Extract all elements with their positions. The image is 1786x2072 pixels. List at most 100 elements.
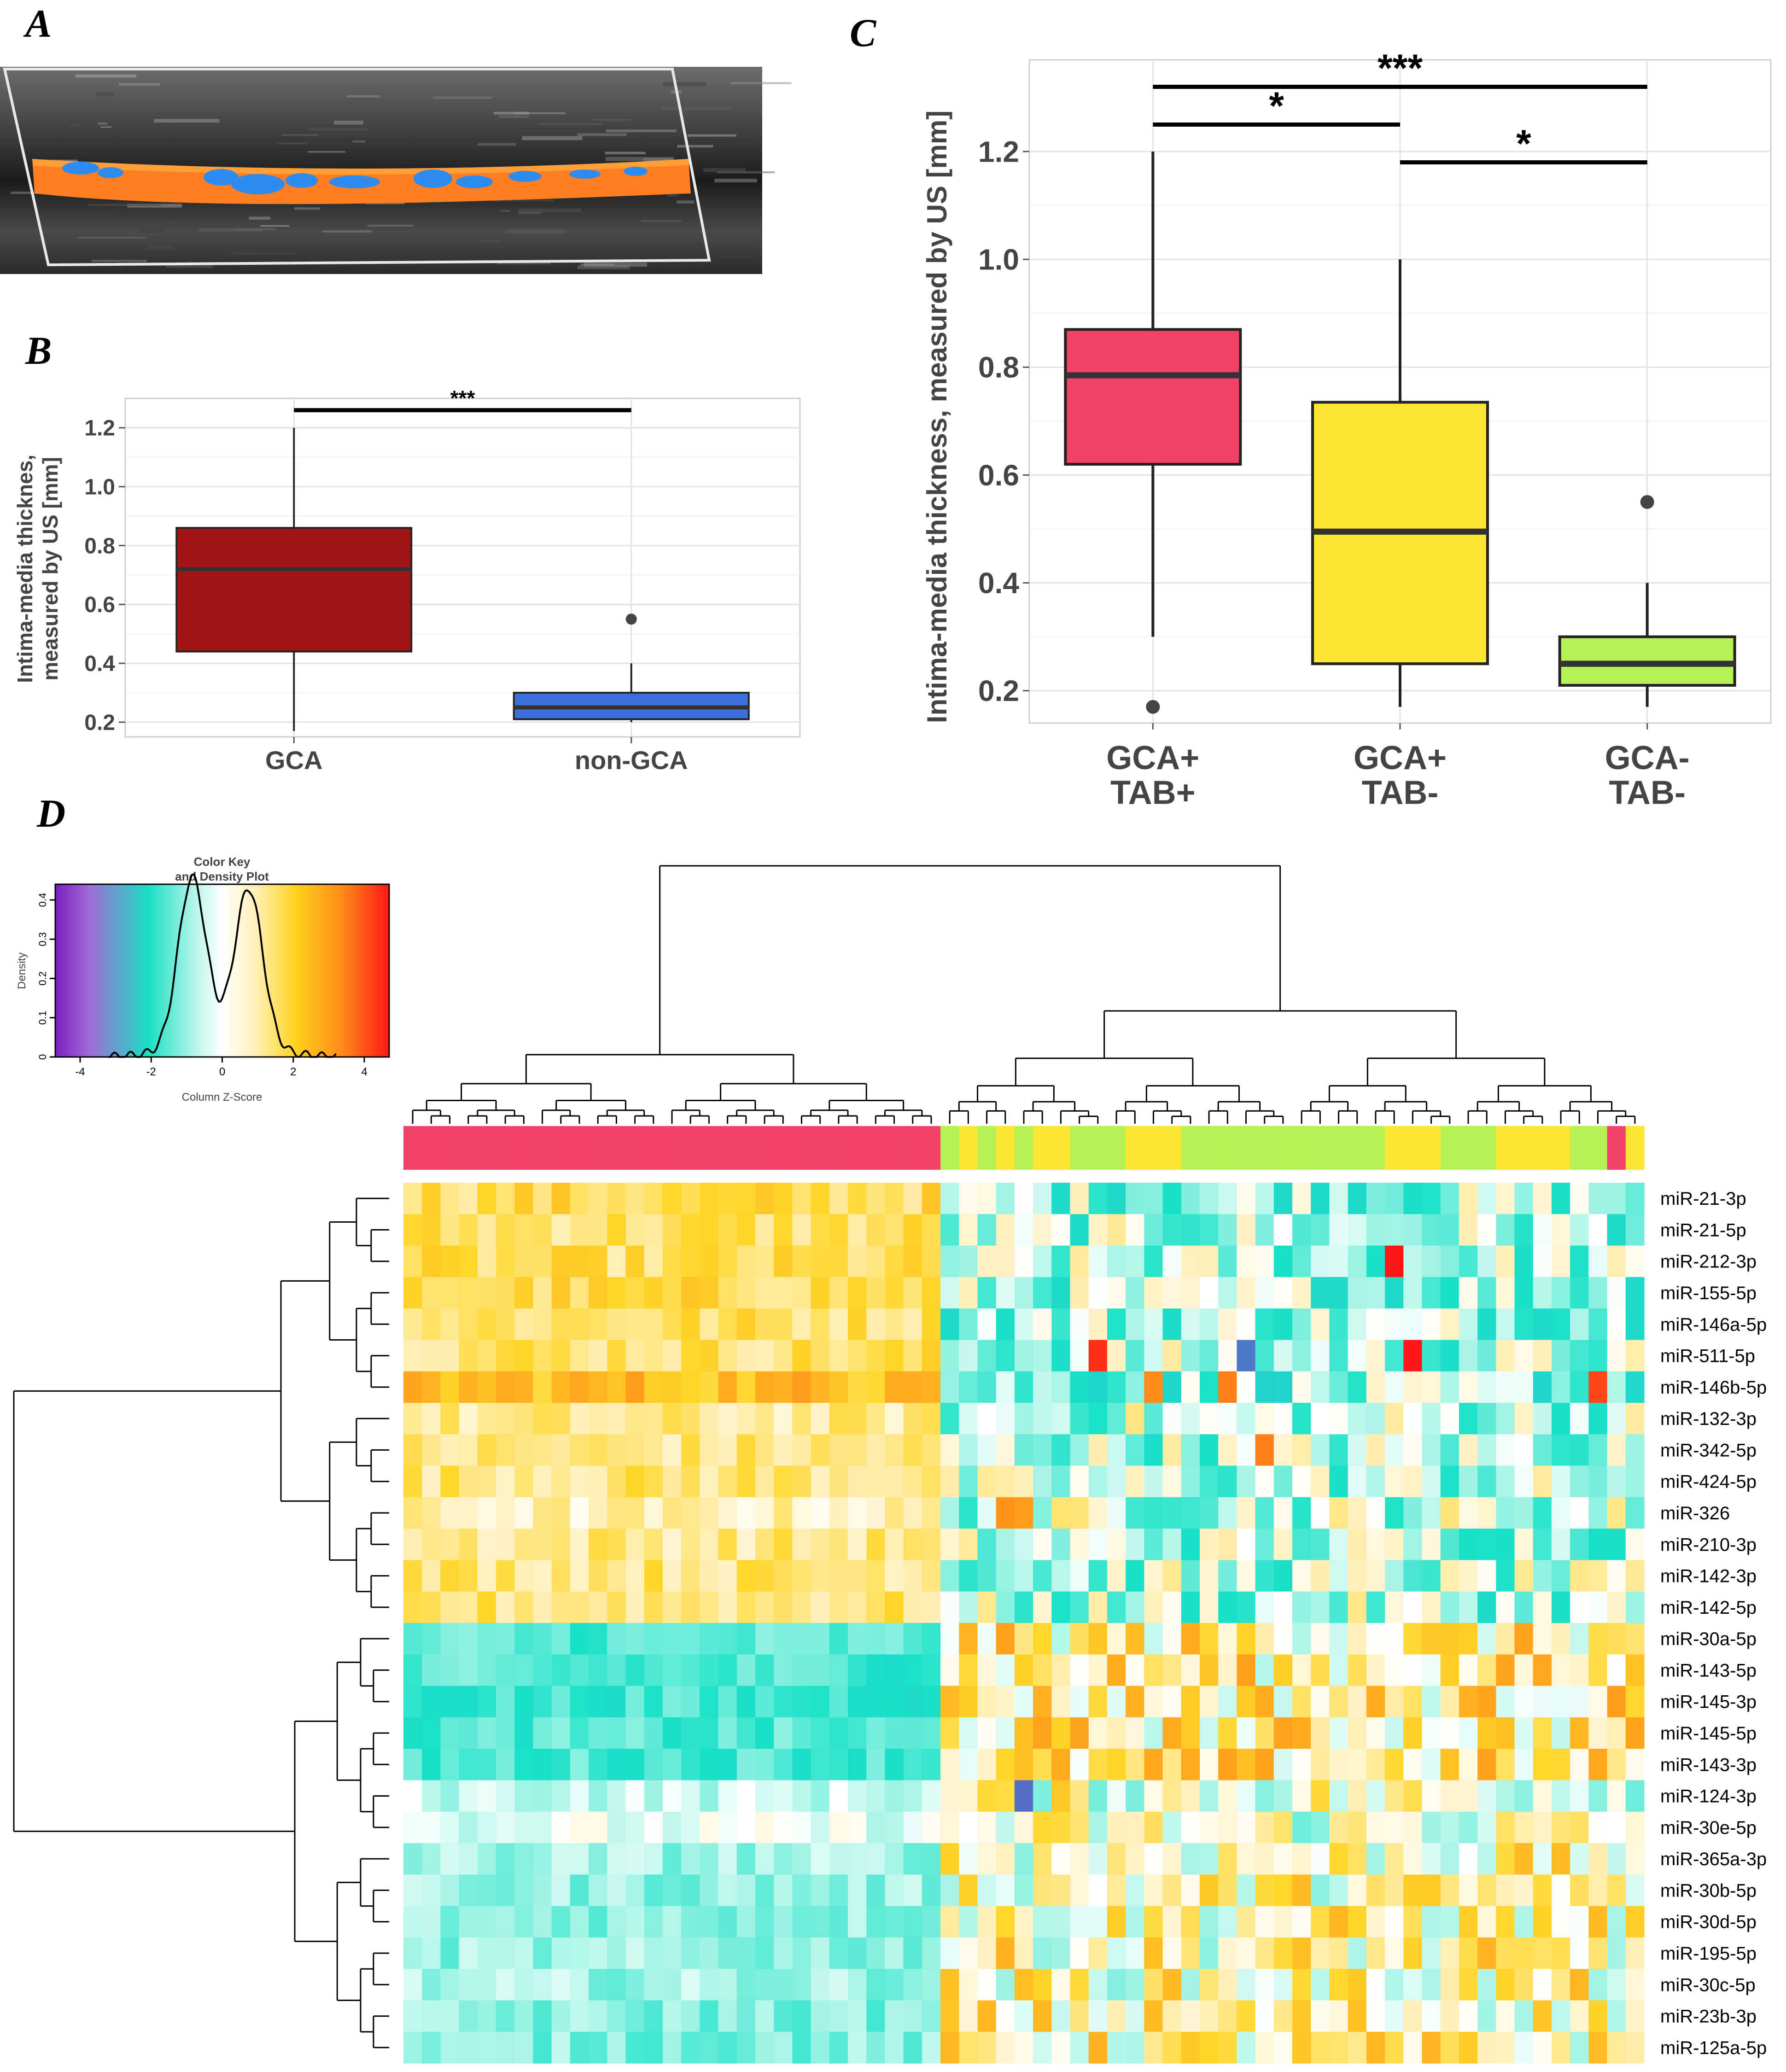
heatmap-cell: [1625, 1529, 1645, 1561]
heatmap-cell: [922, 1529, 941, 1561]
heatmap-cell: [1533, 1214, 1552, 1246]
heatmap-cell: [1385, 1497, 1404, 1529]
heatmap-cell: [403, 1308, 422, 1341]
heatmap-cell: [1496, 1465, 1515, 1498]
key-y-tick-label: 0: [37, 1054, 48, 1060]
heatmap-cell: [1033, 1686, 1052, 1718]
heatmap-cell: [922, 1183, 941, 1214]
heatmap-cell: [866, 1686, 886, 1718]
heatmap-cell: [1181, 1434, 1200, 1466]
heatmap-cell: [1181, 1245, 1200, 1278]
heatmap-cell: [1051, 1434, 1071, 1466]
heatmap-cell: [403, 1717, 422, 1749]
row-label: miR-145-3p: [1660, 1692, 1757, 1712]
heatmap-cell: [1199, 2000, 1219, 2032]
y-tick-label: 0.4: [84, 652, 115, 676]
heatmap-cell: [1625, 1214, 1645, 1246]
heatmap-cell: [1403, 1654, 1423, 1687]
heatmap-cell: [1144, 1906, 1163, 1938]
heatmap-cell: [1144, 1843, 1163, 1875]
heatmap-cell: [1311, 1811, 1330, 1844]
heatmap-cell: [1348, 1906, 1367, 1938]
heatmap-cell: [607, 1529, 626, 1561]
heatmap-cell: [1126, 1214, 1144, 1246]
heatmap-cell: [681, 1560, 700, 1592]
heatmap-cell: [1255, 1811, 1274, 1844]
heatmap-cell: [1440, 1183, 1459, 1214]
heatmap-cell: [589, 2000, 607, 2032]
heatmap-cell: [718, 1906, 737, 1938]
heatmap-cell: [1088, 2031, 1108, 2064]
heatmap-cell: [1162, 1937, 1182, 1969]
heatmap-cell: [811, 1591, 830, 1623]
heatmap-cell: [1199, 1340, 1219, 1372]
heatmap-cell: [1237, 1717, 1256, 1749]
heatmap-cell: [885, 1529, 904, 1561]
heatmap-cell: [1292, 1371, 1311, 1403]
heatmap-cell: [755, 1623, 774, 1655]
heatmap-cell: [477, 1654, 496, 1687]
heatmap-cell: [1181, 1780, 1200, 1812]
heatmap-cell: [1625, 1749, 1645, 1781]
heatmap-cell: [1551, 1937, 1570, 1969]
heatmap-cell: [625, 2031, 645, 2064]
heatmap-cell: [1514, 1686, 1534, 1718]
heatmap-cell: [736, 1906, 756, 1938]
heatmap-cell: [1551, 1465, 1570, 1498]
heatmap-cell: [1403, 1183, 1423, 1214]
elastography-blue-spot: [329, 175, 380, 188]
heatmap-cell: [662, 1340, 682, 1372]
elastography-blue-spot: [508, 171, 542, 182]
heatmap-cell: [1385, 1874, 1404, 1907]
ultrasound-speckle-streak: [663, 82, 706, 87]
heatmap-cell: [644, 1277, 663, 1309]
heatmap-cell: [811, 1906, 830, 1938]
heatmap-cell: [792, 1308, 811, 1341]
heatmap-cell: [922, 1340, 941, 1372]
heatmap-cell: [1218, 1623, 1237, 1655]
heatmap-cell: [1070, 1780, 1089, 1812]
y-tick-label: 0.8: [978, 351, 1019, 384]
heatmap-cell: [589, 1497, 607, 1529]
heatmap-cell: [607, 1308, 626, 1341]
heatmap-cell: [1144, 1497, 1163, 1529]
heatmap-cell: [700, 1811, 719, 1844]
heatmap-cell: [1588, 1717, 1608, 1749]
heatmap-cell: [1107, 2031, 1126, 2064]
heatmap-cell: [1088, 1591, 1108, 1623]
group-bar-cell: [996, 1126, 1015, 1170]
heatmap-cell: [459, 1340, 478, 1372]
elastography-blue-spot: [456, 175, 493, 188]
heatmap-cell: [1181, 1654, 1200, 1687]
ultrasound-speckle-streak: [493, 111, 529, 115]
heatmap-cell: [736, 1183, 756, 1214]
heatmap-cell: [1181, 2031, 1200, 2064]
heatmap-cell: [551, 1277, 571, 1309]
heatmap-cell: [1181, 1749, 1200, 1781]
heatmap-cell: [625, 1623, 645, 1655]
heatmap-cell: [996, 1906, 1015, 1938]
heatmap-cell: [625, 2000, 645, 2032]
heatmap-cell: [1496, 1214, 1515, 1246]
heatmap-cell: [1348, 1245, 1367, 1278]
heatmap-cell: [1607, 1214, 1626, 1246]
heatmap-cell: [1162, 1717, 1182, 1749]
heatmap-cell: [570, 1591, 589, 1623]
heatmap-cell: [718, 1183, 737, 1214]
y-tick-label: 0.2: [84, 711, 115, 735]
heatmap-cell: [1311, 1780, 1330, 1812]
heatmap-cell: [718, 1811, 737, 1844]
heatmap-cell: [1199, 1497, 1219, 1529]
key-y-tick-label: 0.2: [37, 971, 48, 986]
heatmap-cell: [700, 1749, 719, 1781]
heatmap-cell: [1440, 1969, 1459, 2001]
heatmap-cell: [1385, 1686, 1404, 1718]
heatmap-cell: [403, 1403, 422, 1435]
heatmap-cell: [589, 1717, 607, 1749]
heatmap-cell: [589, 1403, 607, 1435]
heatmap-cell: [1551, 1529, 1570, 1561]
heatmap-cell: [866, 1874, 886, 1907]
heatmap-cell: [1014, 1686, 1033, 1718]
heatmap-cell: [1459, 1371, 1478, 1403]
ultrasound-speckle-streak: [308, 128, 369, 131]
